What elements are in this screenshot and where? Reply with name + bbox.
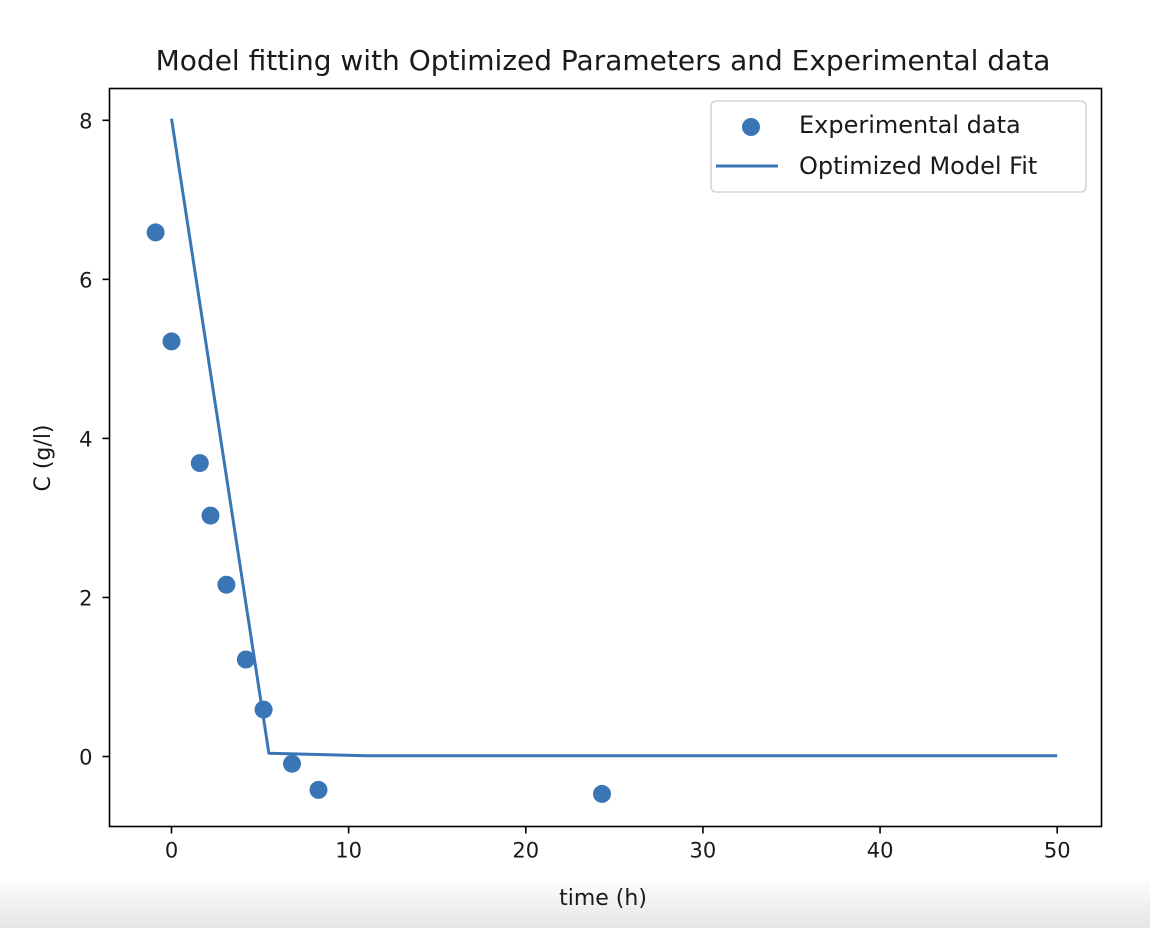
y-tick-label: 4 — [79, 427, 92, 451]
x-tick-label: 50 — [1044, 839, 1071, 863]
plot-marks — [146, 118, 1058, 803]
y-tick-label: 8 — [79, 109, 92, 133]
x-tick-label: 40 — [867, 839, 894, 863]
data-point-0 — [146, 223, 165, 242]
x-tick-label: 10 — [335, 839, 362, 863]
data-point-4 — [217, 575, 236, 594]
legend-label-model-fit: Optimized Model Fit — [799, 152, 1037, 180]
data-point-5 — [236, 650, 255, 669]
data-point-1 — [162, 332, 181, 351]
y-tick-label: 0 — [79, 746, 92, 770]
legend-box — [710, 100, 1087, 193]
data-point-9 — [593, 784, 611, 803]
data-point-8 — [309, 780, 328, 799]
y-tick-label: 6 — [79, 268, 92, 292]
chart-title: Model fitting with Optimized Parameters … — [156, 44, 1051, 77]
data-point-2 — [190, 454, 209, 473]
x-tick-label: 0 — [165, 839, 178, 863]
data-point-3 — [201, 506, 220, 525]
x-axis-ticks: 0 10 20 30 40 50 — [165, 826, 1071, 863]
x-axis-label: time (h) — [559, 886, 647, 911]
data-point-7 — [283, 754, 301, 773]
x-tick-label: 20 — [512, 839, 539, 863]
y-axis-ticks: 0 2 4 6 8 — [79, 109, 110, 770]
data-point-6 — [254, 700, 273, 719]
legend-label-experimental: Experimental data — [799, 111, 1021, 139]
y-axis-label: C (g/l) — [31, 424, 56, 491]
x-tick-label: 30 — [690, 839, 717, 863]
plot-frame — [108, 87, 1103, 828]
y-tick-label: 2 — [79, 586, 92, 610]
model-fit-line — [170, 118, 1058, 758]
legend-scatter-marker — [742, 118, 760, 136]
legend: Experimental data Optimized Model Fit — [710, 100, 1087, 193]
